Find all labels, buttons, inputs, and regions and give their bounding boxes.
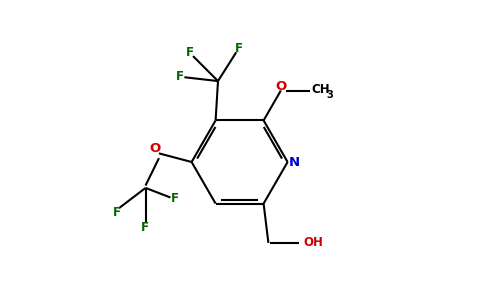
Text: F: F <box>113 206 121 219</box>
Text: N: N <box>289 155 300 169</box>
Text: O: O <box>150 142 161 155</box>
Text: 3: 3 <box>326 90 333 100</box>
Text: O: O <box>275 80 287 93</box>
Text: F: F <box>176 70 183 83</box>
Text: F: F <box>171 192 179 205</box>
Text: OH: OH <box>303 236 323 249</box>
Text: F: F <box>186 46 194 59</box>
Text: CH: CH <box>311 83 330 96</box>
Text: F: F <box>235 42 243 56</box>
Text: F: F <box>141 221 149 234</box>
